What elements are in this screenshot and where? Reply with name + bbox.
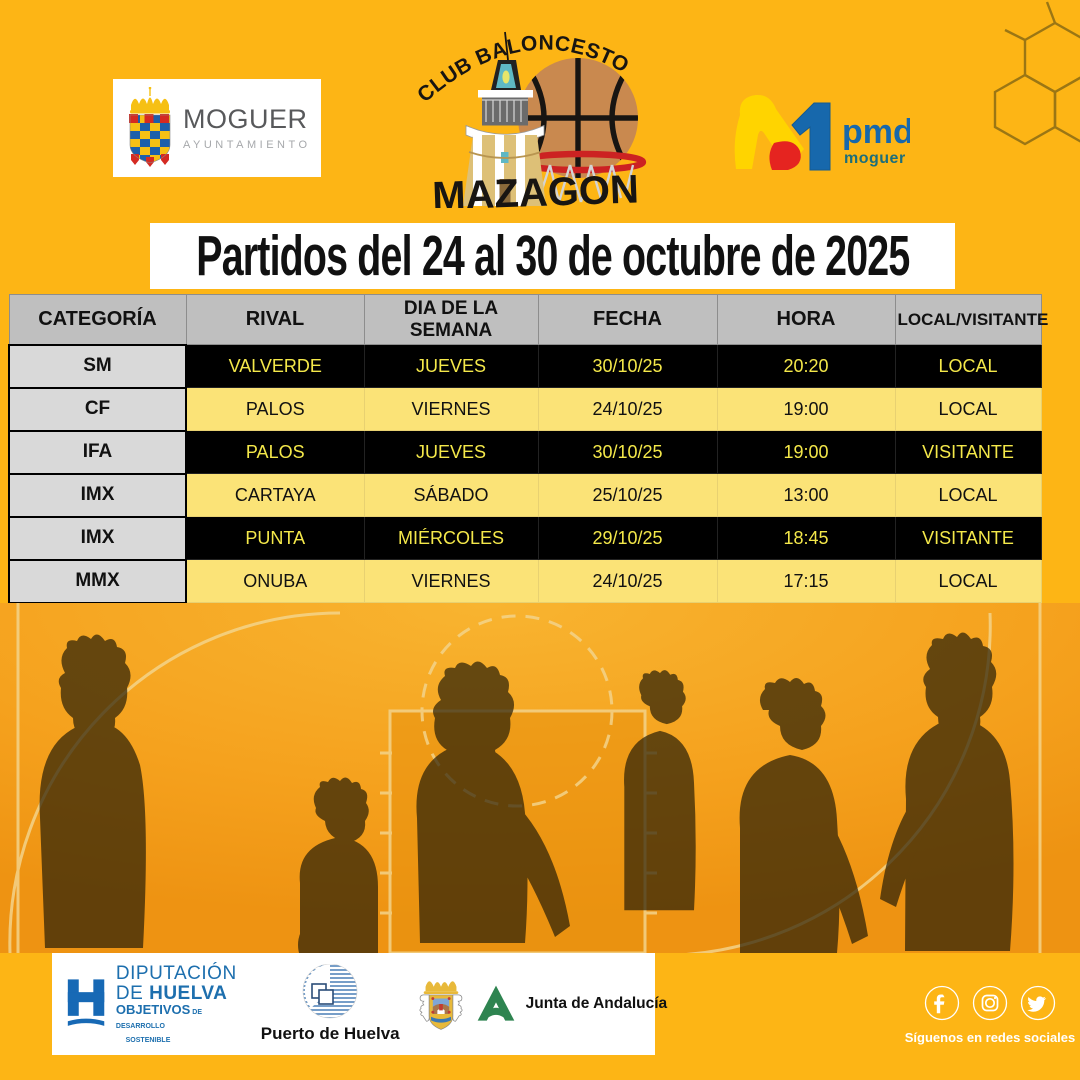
svg-text:pmd: pmd [842, 113, 910, 151]
svg-text:MAZAGON: MAZAGON [432, 167, 640, 208]
svg-text:moguer: moguer [844, 150, 906, 167]
